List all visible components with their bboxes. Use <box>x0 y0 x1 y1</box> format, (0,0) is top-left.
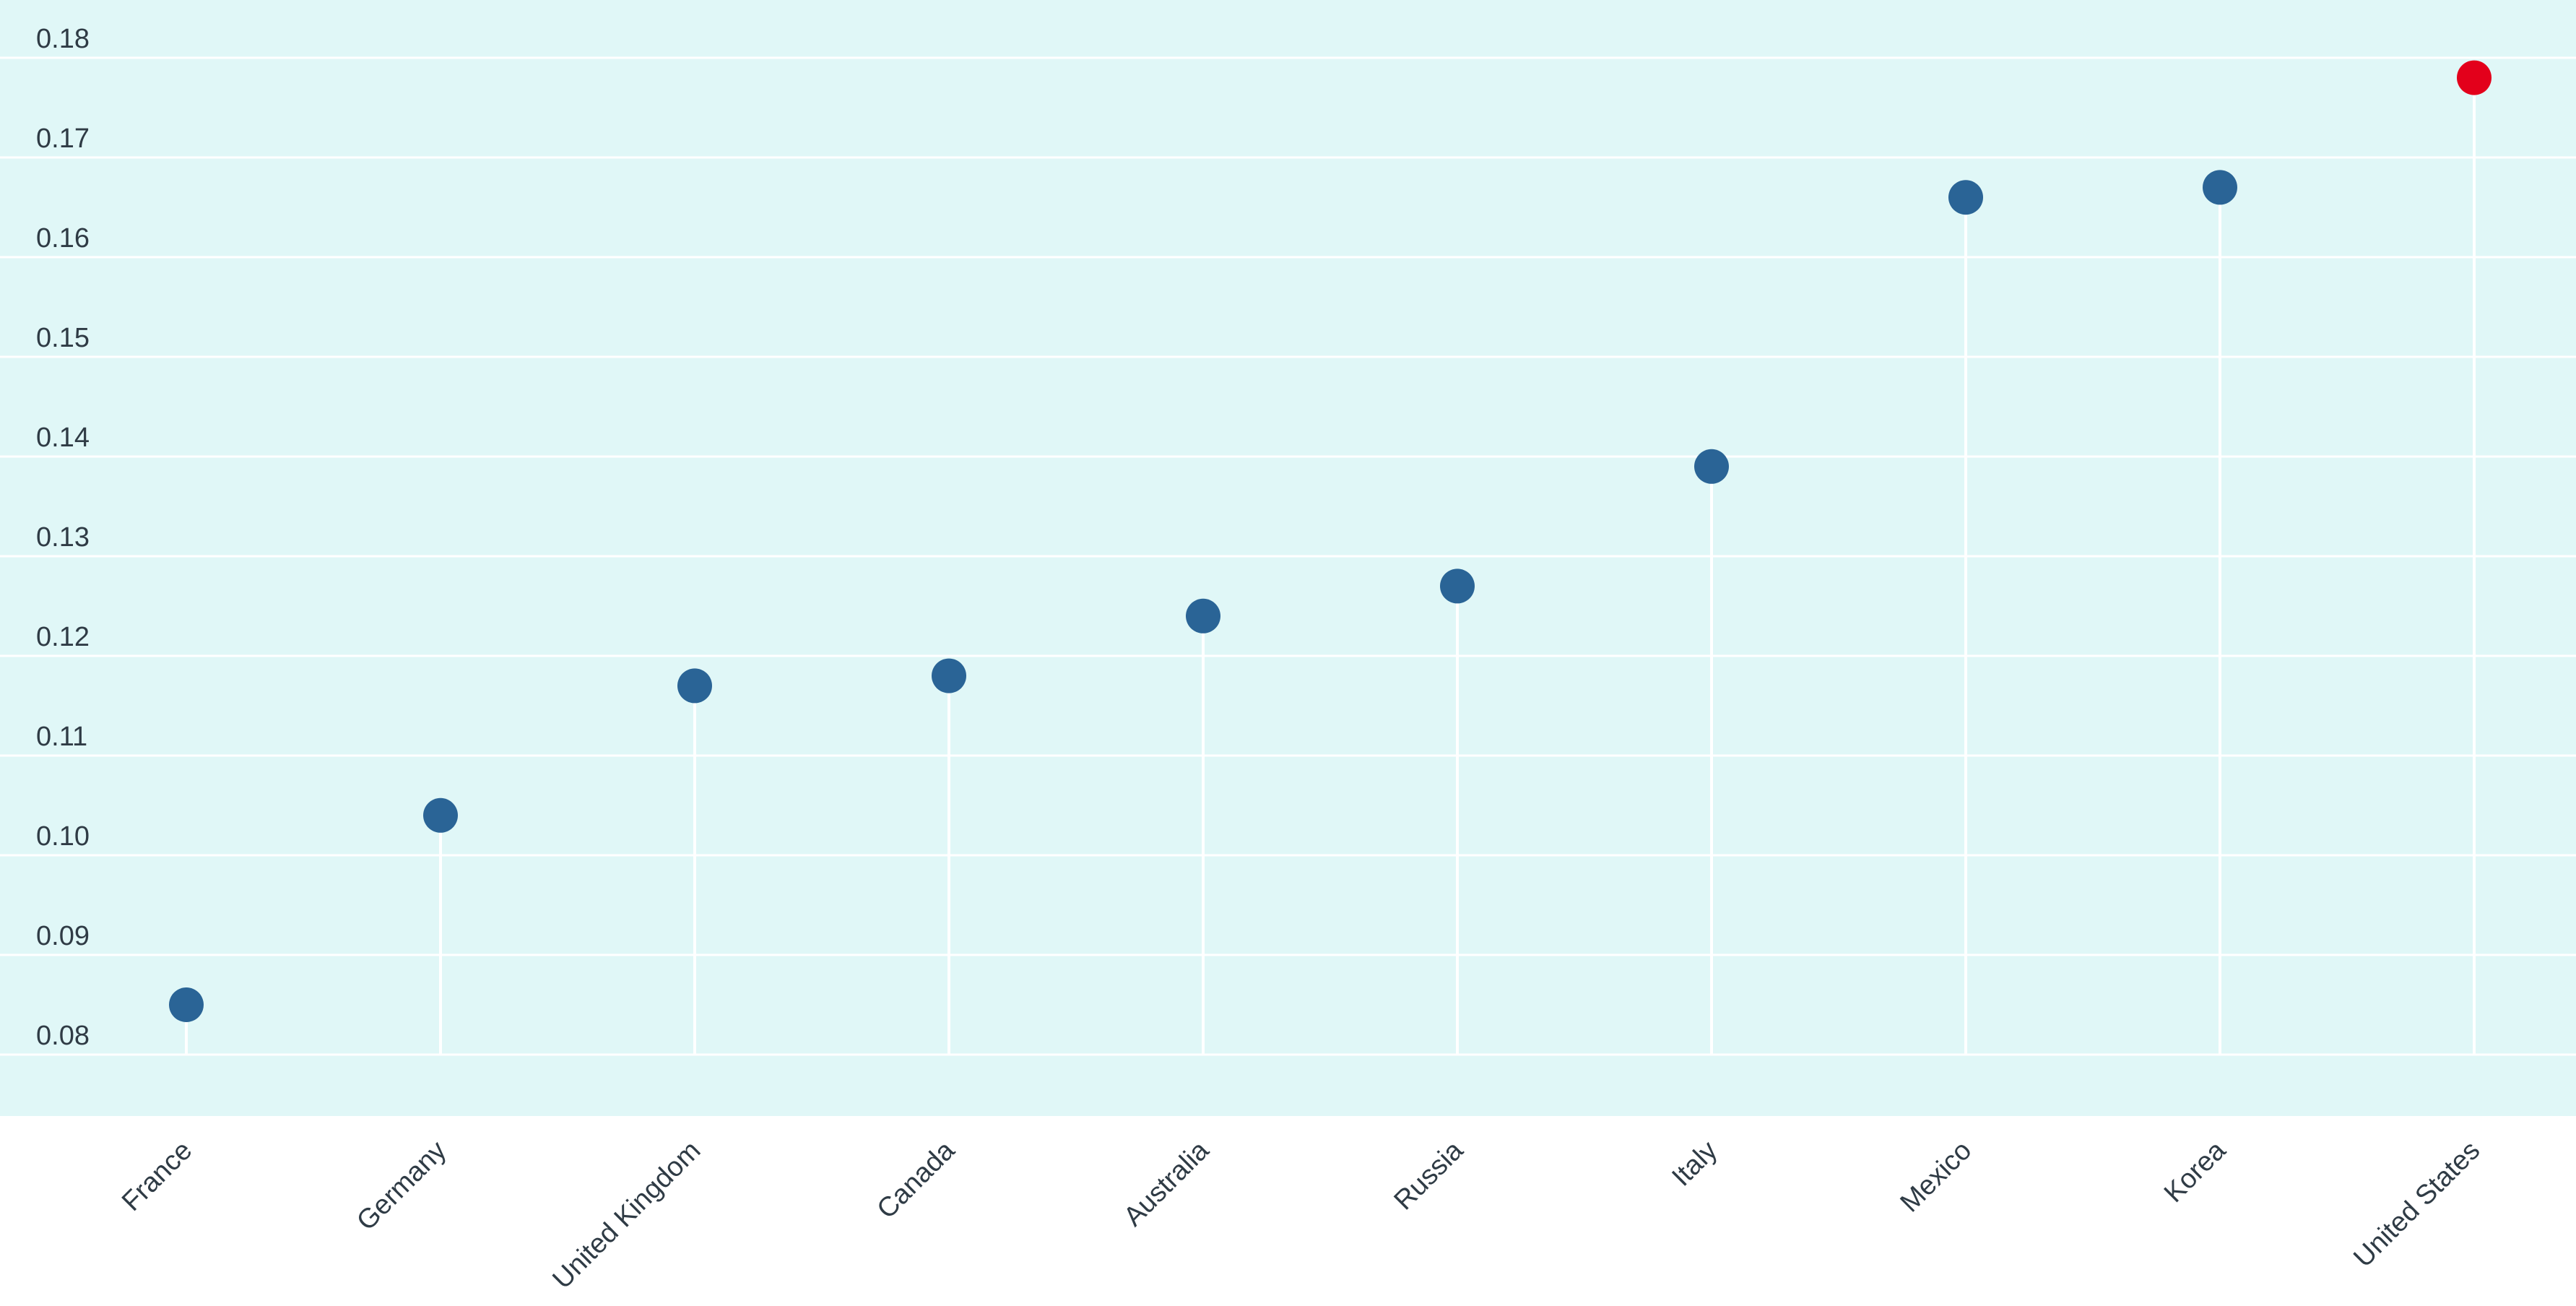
y-tick-label: 0.16 <box>36 223 90 254</box>
data-point-germany <box>423 797 458 833</box>
y-tick-label: 0.17 <box>36 124 90 154</box>
data-point-italy <box>1694 449 1729 484</box>
x-tick-label: United Kingdom <box>547 1136 706 1295</box>
x-axis-category-labels: France Germany United Kingdom Canada Austral… <box>116 1135 2486 1295</box>
data-point-mexico <box>1948 180 1983 215</box>
y-tick-label: 0.13 <box>36 522 90 553</box>
stems <box>185 77 2476 1055</box>
gridlines <box>0 56 2576 1056</box>
data-point-france <box>169 987 204 1022</box>
x-tick-label: Germany <box>351 1136 452 1237</box>
y-tick-label: 0.15 <box>36 323 90 353</box>
x-tick-label: United States <box>2348 1136 2486 1273</box>
x-tick-label: Russia <box>1389 1135 1470 1216</box>
data-point-korea <box>2203 170 2237 205</box>
y-tick-label: 0.10 <box>36 821 90 852</box>
data-point-russia <box>1440 568 1475 604</box>
y-tick-label: 0.18 <box>36 24 90 54</box>
y-tick-label: 0.09 <box>36 921 90 951</box>
x-tick-label: Italy <box>1666 1136 1723 1193</box>
x-tick-label: Australia <box>1118 1135 1215 1232</box>
data-point-australia <box>1186 598 1220 633</box>
data-point-united-kingdom <box>677 668 712 704</box>
x-tick-label: France <box>116 1136 198 1217</box>
x-tick-label: Mexico <box>1895 1136 1978 1219</box>
data-point-united-states <box>2457 60 2492 95</box>
x-tick-label: Canada <box>872 1135 961 1224</box>
y-tick-label: 0.12 <box>36 622 90 652</box>
x-tick-label: Korea <box>2159 1135 2232 1208</box>
y-tick-label: 0.08 <box>36 1021 90 1051</box>
plot-background <box>0 0 2576 1116</box>
data-point-canada <box>932 658 966 693</box>
y-tick-label: 0.14 <box>36 423 90 453</box>
y-tick-label: 0.11 <box>36 722 87 752</box>
data-points <box>169 60 2492 1022</box>
y-axis-tick-labels: 0.08 0.09 0.10 0.11 0.12 0.13 0.14 0.15 0.16 0.17… <box>36 24 90 1051</box>
